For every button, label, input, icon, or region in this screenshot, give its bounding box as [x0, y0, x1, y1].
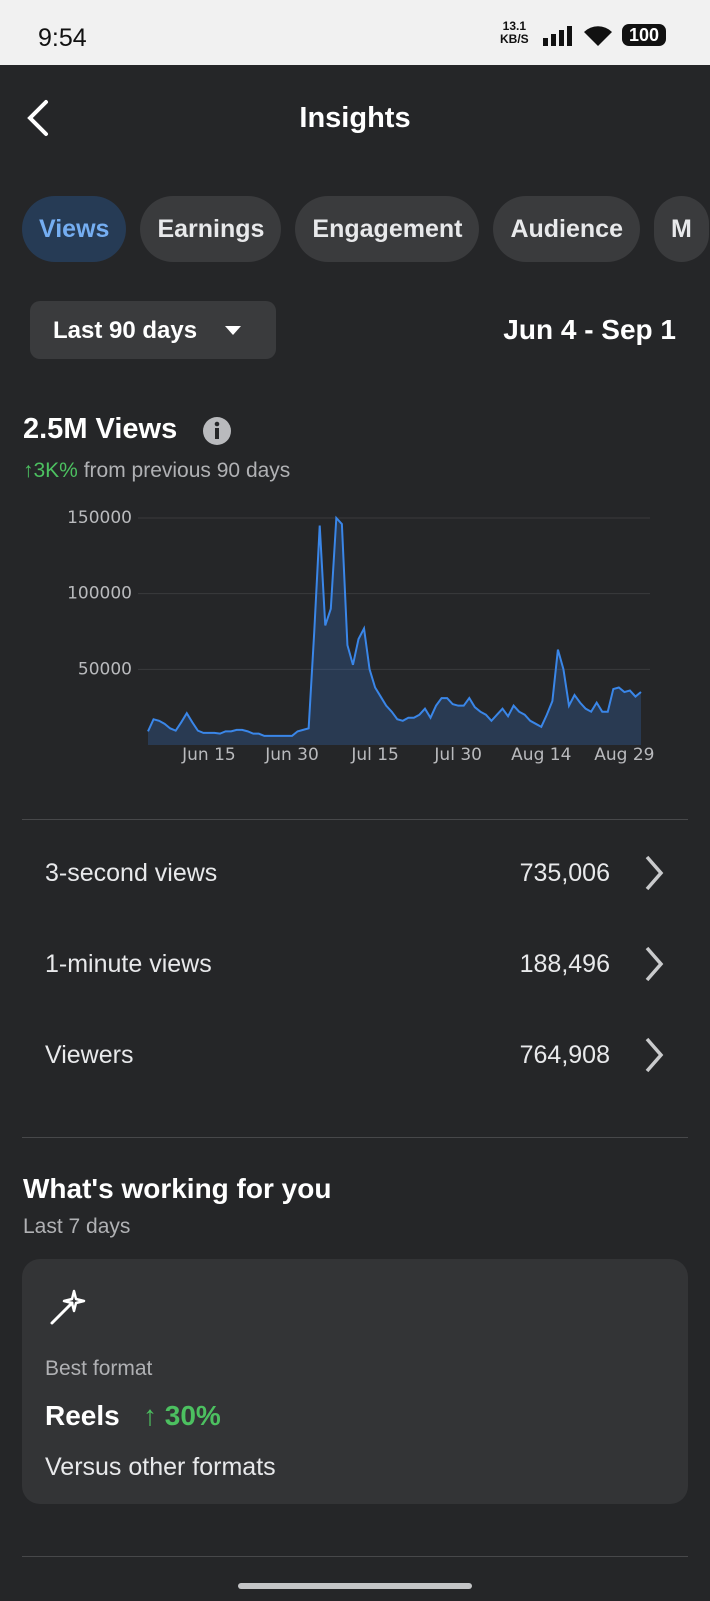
net-speed: 13.1 KB/S [500, 20, 529, 46]
change: ↑3K% [23, 459, 78, 482]
total-views: 2.5M Views [23, 413, 178, 445]
y-tick-label: 100000 [67, 584, 132, 604]
insight-card: Best format Reels ↑ 30% Versus other for… [22, 1259, 688, 1504]
wand-icon [50, 1289, 86, 1325]
chevron [645, 855, 664, 891]
tab-bar: Views Earnings Engagement Audience M [22, 196, 710, 263]
chevron [645, 1037, 664, 1073]
metric-value: 764,908 [519, 1041, 610, 1069]
divider [22, 1137, 688, 1138]
card-note: Versus other formats [45, 1453, 276, 1481]
card-label: Best format [45, 1357, 153, 1380]
metric-label: Viewers [45, 1041, 134, 1069]
x-tick-label: Aug 29 [594, 745, 654, 765]
range-label: Last 90 days [53, 317, 198, 344]
metric-row[interactable]: 1-minute views 188,496 [45, 944, 665, 984]
tab[interactable]: Earnings [140, 196, 282, 262]
divider [22, 1556, 688, 1557]
metric-value: 188,496 [519, 950, 610, 978]
tab[interactable]: Views [22, 196, 127, 262]
speed-unit: KB/S [500, 32, 529, 46]
metric-row[interactable]: 3-second views 735,006 [45, 853, 665, 893]
views-chart: 50000 100000 150000 Jun 15 Jun 30 Jul 15 Jul 3… [67, 508, 654, 765]
x-tick-label: Jun 30 [264, 745, 319, 765]
back-button[interactable] [24, 98, 52, 138]
format-change: ↑ 30% [143, 1400, 221, 1431]
format-name: Reels [45, 1400, 120, 1431]
y-tick-label: 150000 [67, 508, 132, 528]
change-line: ↑3K% from previous 90 days [23, 459, 290, 483]
home-indicator [238, 1583, 472, 1589]
line [147, 515, 642, 737]
caret-icon [225, 326, 241, 335]
metric-label: 1-minute views [45, 950, 212, 978]
divider [22, 819, 688, 820]
signal-icon [543, 26, 572, 46]
tab[interactable]: M [653, 196, 709, 262]
tab[interactable]: Audience [493, 196, 640, 262]
metric-value: 735,006 [519, 859, 610, 887]
x-tick-label: Jul 30 [433, 745, 482, 765]
battery: 100 [622, 24, 666, 46]
time: 9:54 [38, 24, 87, 52]
x-tick-label: Jul 15 [350, 745, 399, 765]
info-icon[interactable] [202, 416, 232, 446]
x-tick-label: Jun 15 [181, 745, 236, 765]
change-note: from previous 90 days [83, 459, 291, 482]
speed: 13.1 [502, 19, 527, 33]
metric-label: 3-second views [45, 859, 218, 887]
chevron [645, 946, 664, 982]
wifi-icon [584, 26, 612, 46]
section-subtitle: Last 7 days [23, 1215, 131, 1238]
tab[interactable]: Engagement [295, 196, 480, 262]
range-dropdown[interactable]: Last 90 days [30, 301, 276, 359]
status-bar: 9:54 13.1 KB/S 100 [0, 0, 710, 65]
page-title: Insights [299, 102, 411, 134]
date-range: Jun 4 - Sep 1 [503, 314, 676, 345]
x-tick-label: Aug 14 [511, 745, 571, 765]
area-fill [148, 518, 641, 745]
section-title: What's working for you [23, 1173, 332, 1204]
metric-row[interactable]: Viewers 764,908 [45, 1035, 665, 1075]
y-tick-label: 50000 [78, 659, 132, 679]
